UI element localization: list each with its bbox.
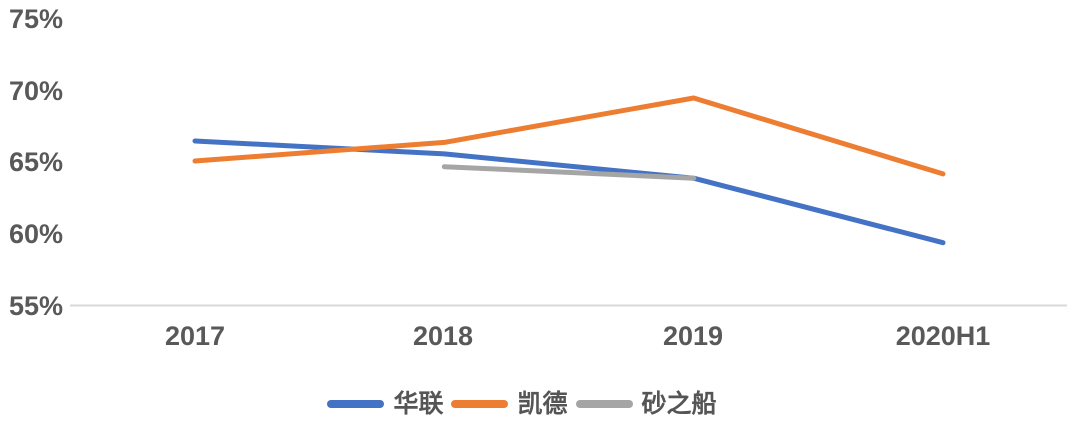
legend-label-shazhichuan: 砂之船: [641, 390, 717, 418]
y-axis-tick-label: 70%: [8, 76, 63, 106]
series-line-0: [192, 138, 946, 246]
x-axis-tick-label: 2017: [164, 321, 226, 351]
x-axis-tick-label: 2020H1: [895, 321, 991, 351]
y-axis-tick-label: 55%: [8, 291, 63, 321]
x-axis-tick-label: 2018: [412, 321, 474, 351]
series-line-2: [441, 164, 697, 181]
legend-line-swatch-blue: [327, 400, 385, 408]
legend-label-hualian: 华联: [393, 390, 444, 418]
legend-label-kaide: 凯德: [517, 390, 568, 418]
y-axis-tick-label: 75%: [8, 4, 63, 34]
legend-item-kaide: 凯德: [451, 390, 568, 418]
x-axis-tick-label: 2019: [662, 321, 724, 351]
series-line-1: [192, 95, 946, 177]
legend-line-swatch-orange: [451, 400, 509, 408]
legend-item-shazhichuan: 砂之船: [575, 390, 717, 418]
legend-line-swatch-gray: [575, 400, 633, 408]
y-axis-tick-label: 65%: [8, 147, 63, 177]
y-axis-tick-label: 60%: [8, 219, 63, 249]
legend-item-hualian: 华联: [327, 390, 443, 418]
chart-legend: 华联 凯德 砂之船: [0, 389, 1080, 419]
